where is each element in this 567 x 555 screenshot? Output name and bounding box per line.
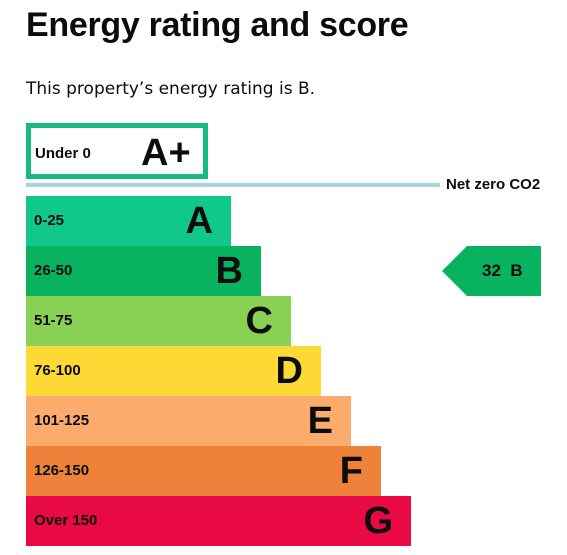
band-range-label: 0-25 <box>34 212 65 229</box>
band-letter: D <box>275 350 303 392</box>
band-a-plus: Under 0 A+ <box>26 123 208 179</box>
band-letter: F <box>339 450 363 492</box>
band-letter: A+ <box>141 132 191 174</box>
net-zero-label: Net zero CO2 <box>446 176 541 193</box>
band-range-label: Over 150 <box>34 512 98 529</box>
band-e: 101-125 E <box>26 396 351 446</box>
band-letter: C <box>245 300 273 342</box>
band-range-label: 76-100 <box>34 362 81 379</box>
band-range-label: 126-150 <box>34 462 90 479</box>
band-range-label: 101-125 <box>34 412 90 429</box>
band-g: Over 150 G <box>26 496 411 546</box>
band-letter: E <box>307 400 333 442</box>
band-letter: A <box>185 200 213 242</box>
band-a: 0-25 A <box>26 196 231 246</box>
rating-summary: This property’s energy rating is B. <box>26 79 316 99</box>
page-title: Energy rating and score <box>26 6 409 44</box>
band-letter: B <box>215 250 243 292</box>
arrow-shape <box>442 246 541 296</box>
band-range-label: Under 0 <box>35 145 91 162</box>
band-b: 26-50 B <box>26 246 261 296</box>
band-range-label: 51-75 <box>34 312 73 329</box>
current-rating-arrow: 32 B <box>442 246 541 296</box>
net-zero-line <box>26 183 440 187</box>
band-f: 126-150 F <box>26 446 381 496</box>
current-score-label: 32 B <box>482 261 523 280</box>
band-d: 76-100 D <box>26 346 321 396</box>
band-range-label: 26-50 <box>34 262 73 279</box>
band-letter: G <box>363 500 393 542</box>
band-c: 51-75 C <box>26 296 291 346</box>
